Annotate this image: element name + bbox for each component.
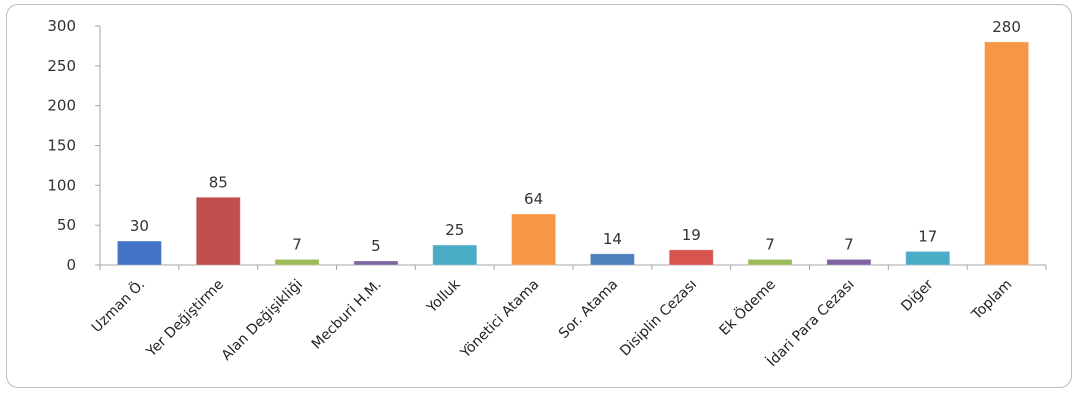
bar-1 bbox=[116, 240, 162, 266]
bar-12 bbox=[984, 41, 1030, 266]
category-label: Sor. Atama bbox=[556, 277, 621, 342]
category-label: Alan Değişikliği bbox=[219, 277, 306, 364]
data-label: 19 bbox=[682, 226, 701, 244]
data-label: 17 bbox=[918, 227, 937, 245]
y-tick-label: 250 bbox=[47, 57, 76, 75]
bar-4 bbox=[353, 260, 399, 266]
data-label: 7 bbox=[844, 235, 854, 253]
chart-frame bbox=[6, 4, 1072, 388]
category-label: Yönetici Atama bbox=[457, 277, 542, 362]
y-tick-label: 300 bbox=[47, 17, 76, 35]
data-label: 7 bbox=[765, 235, 775, 253]
category-label: Uzman Ö. bbox=[87, 275, 148, 336]
bar-8 bbox=[668, 249, 714, 266]
data-label: 280 bbox=[992, 18, 1021, 36]
bar-10 bbox=[826, 258, 872, 266]
data-label: 64 bbox=[524, 190, 543, 208]
category-label: Diğer bbox=[898, 276, 936, 314]
y-tick-label: 0 bbox=[66, 256, 76, 274]
data-label: 30 bbox=[130, 217, 149, 235]
category-label: Toplam bbox=[968, 277, 1015, 324]
labels: 30 Uzman Ö. 85 Yer Değiştirme 7 Alan Değişikl… bbox=[87, 18, 1021, 370]
data-label: 5 bbox=[371, 237, 381, 255]
bar-7 bbox=[589, 253, 635, 266]
y-tick-label: 100 bbox=[47, 176, 76, 194]
y-tick-label: 150 bbox=[47, 137, 76, 155]
bars bbox=[116, 41, 1030, 266]
category-label: Ek Ödeme bbox=[715, 275, 779, 339]
data-label: 85 bbox=[209, 173, 228, 191]
axes: 0 50 100 150 200 250 300 bbox=[47, 17, 1047, 274]
category-label: Yolluk bbox=[423, 276, 464, 317]
y-tick-label: 200 bbox=[47, 97, 76, 115]
bar-6 bbox=[511, 213, 557, 266]
category-label: Yer Değiştirme bbox=[143, 277, 227, 361]
y-tick-label: 50 bbox=[57, 216, 76, 234]
bar-11 bbox=[905, 250, 951, 266]
data-label: 25 bbox=[445, 221, 464, 239]
data-label: 7 bbox=[292, 235, 302, 253]
bar-9 bbox=[747, 258, 793, 266]
data-label: 14 bbox=[603, 230, 622, 248]
bar-5 bbox=[432, 244, 478, 266]
bar-2 bbox=[195, 196, 241, 266]
category-label: Disiplin Cezası bbox=[617, 277, 700, 360]
category-label: Mecburi H.M. bbox=[309, 277, 385, 353]
bar-3 bbox=[274, 258, 320, 266]
